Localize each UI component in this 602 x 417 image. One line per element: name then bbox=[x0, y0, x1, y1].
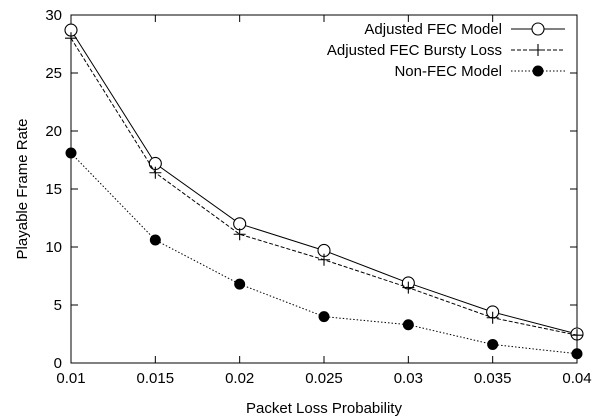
legend-entry: Adjusted FEC Bursty Loss bbox=[327, 42, 565, 59]
y-tick-label: 30 bbox=[45, 7, 62, 24]
series-line bbox=[70, 37, 578, 336]
filled-circle-marker bbox=[532, 65, 544, 77]
plus-marker bbox=[233, 228, 246, 241]
x-tick-label: 0.015 bbox=[137, 370, 175, 387]
plus-marker bbox=[571, 329, 583, 342]
y-tick-label: 15 bbox=[45, 181, 62, 198]
y-axis-label: Playable Frame Rate bbox=[14, 119, 31, 260]
y-tick-label: 10 bbox=[45, 239, 62, 256]
filled-circle-marker bbox=[571, 348, 583, 360]
axis-ticks: 0 5 10 15 20 25 30 0.01 0.015 0.02 0.025 0.03 0.035 0… bbox=[45, 7, 591, 387]
legend-entry: Adjusted FEC Model bbox=[364, 21, 565, 38]
open-circle-marker bbox=[531, 22, 545, 36]
y-tick-label: 5 bbox=[54, 297, 62, 314]
x-tick-label: 0.02 bbox=[225, 370, 254, 387]
series-3 bbox=[65, 147, 583, 360]
x-tick-label: 0.03 bbox=[394, 370, 423, 387]
plus-marker bbox=[318, 253, 330, 266]
series-layer bbox=[64, 23, 584, 360]
legend-label: Adjusted FEC Bursty Loss bbox=[327, 42, 502, 59]
open-circle-marker bbox=[233, 217, 247, 231]
x-tick-label: 0.04 bbox=[562, 370, 591, 387]
plus-marker bbox=[402, 281, 415, 294]
y-tick-label: 20 bbox=[45, 123, 62, 140]
y-tick-label: 0 bbox=[54, 355, 62, 372]
legend-entry: Non-FEC Model bbox=[394, 63, 565, 80]
plus-marker bbox=[65, 32, 77, 45]
filled-circle-marker bbox=[487, 338, 499, 350]
filled-circle-marker bbox=[149, 234, 161, 246]
filled-circle-marker bbox=[318, 311, 330, 323]
filled-circle-marker bbox=[234, 278, 246, 290]
legend-label: Non-FEC Model bbox=[394, 63, 502, 80]
plus-marker bbox=[532, 44, 544, 56]
plus-marker bbox=[149, 166, 162, 179]
legend-label: Adjusted FEC Model bbox=[364, 21, 502, 38]
x-tick-label: 0.025 bbox=[305, 370, 343, 387]
x-tick-label: 0.035 bbox=[474, 370, 512, 387]
series-2 bbox=[65, 32, 583, 342]
plus-marker bbox=[486, 311, 499, 324]
filled-circle-marker bbox=[402, 319, 414, 331]
x-tick-label: 0.01 bbox=[56, 370, 85, 387]
legend: Adjusted FEC Model Adjusted FEC Bursty Lo… bbox=[327, 21, 565, 80]
series-1 bbox=[64, 23, 584, 341]
x-axis-label: Packet Loss Probability bbox=[246, 400, 402, 417]
filled-circle-marker bbox=[65, 147, 77, 159]
y-tick-label: 25 bbox=[45, 65, 62, 82]
